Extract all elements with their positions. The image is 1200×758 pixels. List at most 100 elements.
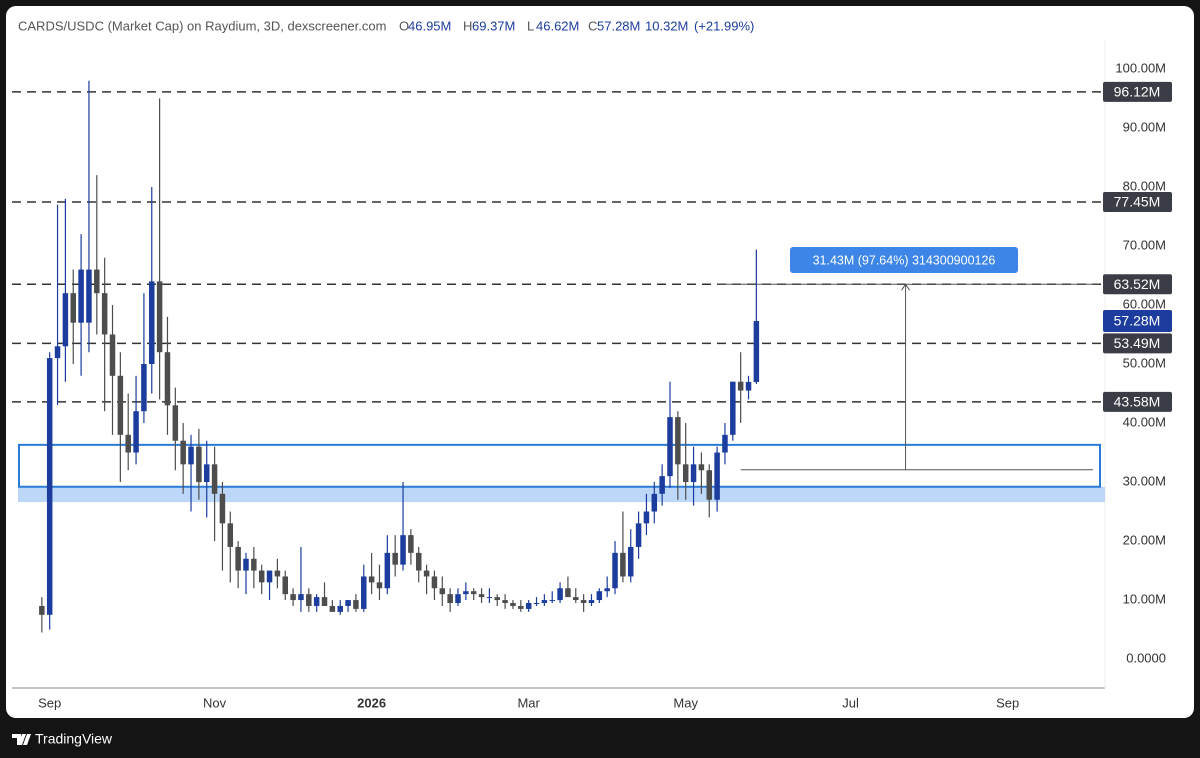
y-tick-label: 80.00M — [1123, 178, 1166, 193]
x-tick-label: Jul — [842, 695, 859, 710]
candle-body — [463, 591, 469, 595]
candle-body — [698, 464, 705, 471]
candle-body — [180, 440, 186, 465]
candle-body — [549, 600, 555, 602]
candle-body — [400, 535, 406, 565]
candle-body — [730, 381, 736, 435]
candle-body — [502, 600, 508, 604]
candle-body — [329, 605, 336, 612]
candle-body — [46, 358, 53, 615]
brand: TradingView — [35, 731, 113, 747]
candle-body — [133, 411, 139, 453]
x-tick-label: Sep — [996, 695, 1019, 710]
last-price-bg — [1103, 310, 1172, 333]
x-tick-label: May — [673, 695, 698, 710]
candle-body — [345, 600, 351, 606]
last-price-label: 57.28M — [1114, 313, 1161, 329]
candle-body — [227, 523, 234, 547]
y-tick-label: 0.0000 — [1126, 651, 1166, 666]
candle-body — [447, 594, 453, 604]
candle-body — [643, 511, 650, 524]
candle-body — [470, 591, 477, 595]
candle-body — [510, 603, 516, 606]
zone-box — [18, 443, 1101, 488]
candle-body — [384, 552, 391, 589]
candle-body — [706, 470, 713, 500]
candle-body — [612, 552, 618, 589]
candle-body — [211, 464, 218, 494]
candle-body — [219, 493, 226, 524]
legend-value: 46.95M — [408, 18, 451, 33]
candle-body — [604, 588, 610, 592]
candle-body — [486, 597, 493, 599]
candle-body — [533, 603, 540, 605]
candle-body — [282, 576, 288, 595]
level-label: 77.45M — [1114, 194, 1161, 210]
candle-body — [164, 352, 171, 406]
candle-body — [667, 417, 673, 477]
candle-body — [266, 570, 273, 583]
candle-body — [376, 582, 383, 589]
x-tick-label: Nov — [203, 695, 227, 710]
candle-body — [478, 594, 485, 598]
candle-body — [627, 546, 634, 577]
chart-title: CARDS/USDC (Market Cap) on Raydium, 3D, … — [18, 18, 386, 33]
candle-body — [306, 594, 312, 606]
legend-key: O — [399, 18, 409, 33]
candle-body — [722, 434, 728, 453]
legend-value: 57.28M — [597, 18, 640, 33]
level-label-bg — [1103, 391, 1172, 412]
measure-label: 31.43M (97.64%) 314300900126 — [813, 253, 996, 267]
candle-body — [39, 605, 45, 615]
level-label: 43.58M — [1114, 394, 1161, 410]
candle-body — [321, 597, 328, 606]
y-tick-label: 70.00M — [1123, 237, 1166, 252]
candle-body — [651, 493, 658, 512]
candle-body — [258, 570, 265, 583]
candle-body — [203, 464, 210, 483]
change-value: 10.32M — [645, 18, 688, 33]
zone-band — [18, 486, 1105, 503]
candle-body — [62, 293, 69, 347]
candle-body — [620, 552, 626, 577]
y-tick-label: 20.00M — [1123, 532, 1166, 547]
candle-body — [109, 334, 116, 376]
candle-body — [274, 570, 281, 577]
legend-value: 69.37M — [472, 18, 515, 33]
candle-body — [565, 588, 571, 598]
candle-body — [141, 364, 147, 412]
legend-key: L — [527, 18, 534, 33]
x-tick-label: Mar — [517, 695, 540, 710]
candle-body — [714, 452, 720, 500]
y-tick-label: 10.00M — [1123, 592, 1166, 607]
candle-body — [86, 269, 92, 323]
candle-body — [455, 594, 461, 604]
legend-key: C — [588, 18, 597, 33]
legend-key: H — [463, 18, 472, 33]
candle-body — [745, 381, 752, 391]
level-label-bg — [1103, 333, 1172, 354]
candle-body — [557, 588, 563, 601]
candle-body — [439, 588, 446, 595]
level-label-bg — [1103, 192, 1172, 212]
candle-body — [541, 600, 548, 604]
candle-body — [290, 594, 296, 601]
candle-body — [337, 605, 343, 612]
change-percent: (+21.99%) — [694, 18, 754, 33]
candle-body — [149, 281, 155, 364]
candle-body — [117, 375, 124, 435]
candle-body — [243, 558, 249, 571]
level-label: 96.12M — [1114, 84, 1161, 100]
candle-body — [431, 576, 438, 589]
y-tick-label: 100.00M — [1115, 60, 1166, 75]
y-tick-label: 50.00M — [1123, 355, 1166, 370]
level-label: 53.49M — [1114, 335, 1161, 351]
candle-body — [659, 476, 665, 494]
candle-body — [94, 269, 100, 294]
candle-body — [392, 552, 398, 565]
level-label-bg — [1103, 81, 1172, 102]
y-tick-label: 60.00M — [1123, 296, 1166, 311]
candle-body — [525, 603, 532, 609]
candle-body — [353, 600, 359, 609]
